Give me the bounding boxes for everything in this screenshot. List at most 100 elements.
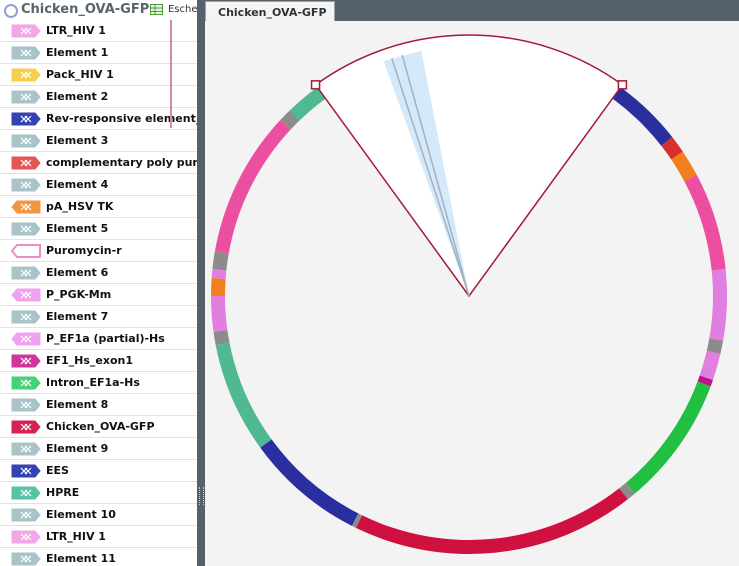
map-tab[interactable]: Chicken_OVA-GFP: [205, 1, 335, 21]
feature-label: Element 6: [46, 266, 109, 279]
feature-shape: [11, 288, 41, 302]
sequence-header: Chicken_OVA-GFP Esche: [0, 0, 197, 20]
feature-label: P_EF1a (partial)-Hs: [46, 332, 165, 345]
table-icon: [150, 4, 163, 15]
feature-glyph: [20, 533, 32, 541]
feature-shape: [11, 156, 41, 170]
feature-icon: [11, 508, 41, 522]
feature-row[interactable]: P_PGK-Mm: [0, 284, 197, 306]
feature-row[interactable]: Intron_EF1a-Hs: [0, 372, 197, 394]
plasmid-map: [205, 21, 739, 566]
feature-glyph: [20, 379, 32, 387]
feature-row[interactable]: LTR_HIV 1: [0, 526, 197, 548]
feature-row[interactable]: P_EF1a (partial)-Hs: [0, 328, 197, 350]
feature-shape: [11, 442, 41, 456]
feature-row[interactable]: Element 1: [0, 42, 197, 64]
feature-icon: [11, 134, 41, 148]
organism: Esche: [168, 4, 197, 15]
feature-icon: [11, 222, 41, 236]
feature-shape: [11, 68, 41, 82]
feature-label: LTR_HIV 1: [46, 530, 106, 543]
feature-row[interactable]: EF1_Hs_exon1: [0, 350, 197, 372]
feature-label: HPRE: [46, 486, 80, 499]
ring-segment: [699, 350, 721, 380]
feature-shape: [11, 464, 41, 478]
feature-glyph: [20, 93, 32, 101]
feature-icon: [11, 266, 41, 280]
feature-row[interactable]: Puromycin-r: [0, 240, 197, 262]
feature-glyph: [20, 159, 32, 167]
ring-segment: [355, 488, 628, 554]
ring-segment: [211, 296, 228, 332]
feature-label: pA_HSV TK: [46, 200, 114, 213]
feature-row[interactable]: HPRE: [0, 482, 197, 504]
feature-glyph: [20, 423, 32, 431]
feature-row[interactable]: Element 7: [0, 306, 197, 328]
feature-label: Element 3: [46, 134, 109, 147]
feature-glyph: [20, 467, 32, 475]
feature-row[interactable]: pA_HSV TK: [0, 196, 197, 218]
feature-row[interactable]: LTR_HIV 1: [0, 20, 197, 42]
feature-label: Element 4: [46, 178, 109, 191]
feature-glyph: [20, 71, 32, 79]
feature-glyph: [20, 181, 32, 189]
feature-shape: [11, 376, 41, 390]
feature-row[interactable]: Chicken_OVA-GFP: [0, 416, 197, 438]
feature-row[interactable]: Pack_HIV 1: [0, 64, 197, 86]
feature-icon: [11, 200, 41, 214]
feature-shape: [11, 266, 41, 280]
feature-glyph: [20, 401, 32, 409]
feature-row[interactable]: Element 9: [0, 438, 197, 460]
plasmid-icon: [4, 4, 18, 18]
feature-shape: [11, 552, 41, 566]
ring-segment: [625, 381, 711, 494]
feature-row[interactable]: EES: [0, 460, 197, 482]
feature-panel: Chicken_OVA-GFP Esche LTR_HIV 1 Element 1…: [0, 0, 197, 566]
feature-row[interactable]: Element 3: [0, 130, 197, 152]
ring-segment: [706, 338, 724, 355]
feature-shape: [11, 134, 41, 148]
feature-row[interactable]: Element 2: [0, 86, 197, 108]
scroll-indicator: [170, 20, 172, 128]
feature-label: Pack_HIV 1: [46, 68, 114, 81]
feature-row[interactable]: Element 8: [0, 394, 197, 416]
feature-row[interactable]: Element 10: [0, 504, 197, 526]
feature-row[interactable]: Element 11: [0, 548, 197, 566]
feature-row[interactable]: Element 5: [0, 218, 197, 240]
feature-label: EES: [46, 464, 69, 477]
selection-handle: [310, 80, 321, 90]
feature-icon: [11, 46, 41, 60]
feature-label: Element 1: [46, 46, 109, 59]
feature-icon: [11, 442, 41, 456]
feature-shape: [11, 24, 41, 38]
feature-row[interactable]: complementary poly purine: [0, 152, 197, 174]
feature-icon: [11, 354, 41, 368]
ring-segment: [280, 110, 300, 130]
splitter[interactable]: [197, 0, 205, 566]
feature-icon: [11, 530, 41, 544]
feature-label: Puromycin-r: [46, 244, 122, 257]
feature-glyph: [20, 203, 32, 211]
feature-icon: [11, 68, 41, 82]
feature-shape: [11, 244, 41, 258]
feature-glyph: [20, 137, 32, 145]
feature-label: Element 10: [46, 508, 116, 521]
feature-label: Rev-responsive element_H: [46, 112, 197, 125]
feature-shape: [11, 310, 41, 324]
feature-row[interactable]: Element 6: [0, 262, 197, 284]
feature-icon: [11, 332, 41, 346]
ring-segment: [671, 151, 697, 182]
feature-label: Element 11: [46, 552, 116, 565]
feature-glyph: [20, 115, 32, 123]
feature-row[interactable]: Element 4: [0, 174, 197, 196]
feature-row[interactable]: Rev-responsive element_H: [0, 108, 197, 130]
ring-segment: [709, 269, 728, 341]
feature-glyph: [20, 291, 32, 299]
feature-glyph: [20, 357, 32, 365]
feature-shape: [11, 332, 41, 346]
feature-shape: [11, 420, 41, 434]
ring-segment: [260, 439, 359, 526]
feature-icon: [11, 398, 41, 412]
feature-shape: [11, 46, 41, 60]
